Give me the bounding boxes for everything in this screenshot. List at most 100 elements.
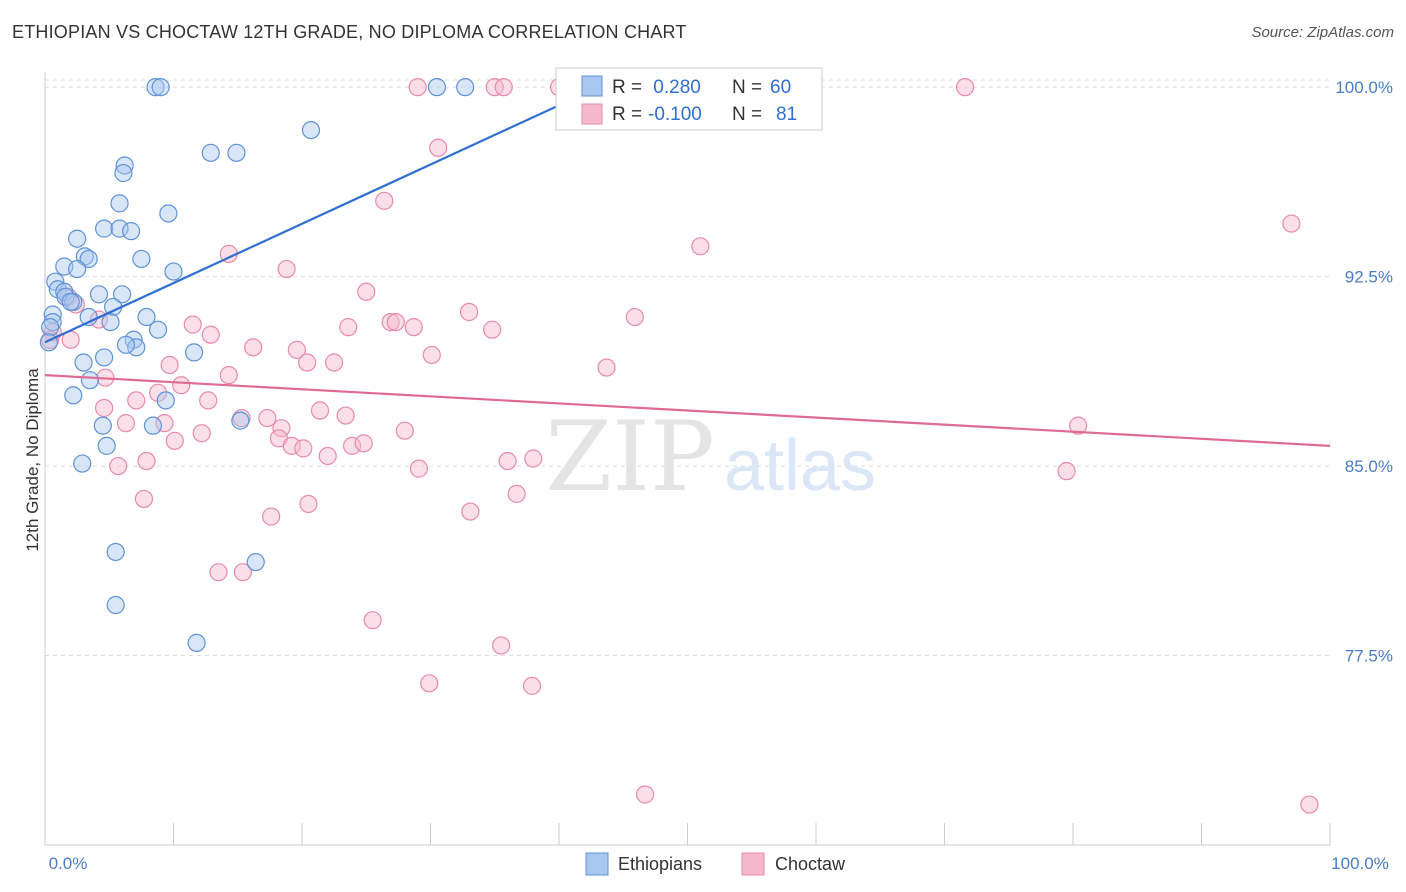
- point-choctaw: [404, 318, 423, 337]
- point-choctaw: [375, 191, 394, 210]
- point-ethiopians: [184, 343, 204, 362]
- point-ethiopians: [143, 416, 163, 435]
- point-choctaw: [494, 78, 513, 97]
- trend-lines: [44, 101, 1331, 447]
- point-choctaw: [95, 398, 114, 418]
- point-ethiopians: [427, 78, 447, 97]
- point-ethiopians: [93, 416, 112, 435]
- point-ethiopians: [187, 633, 206, 653]
- point-choctaw: [155, 414, 174, 433]
- point-choctaw: [386, 312, 405, 332]
- point-ethiopians: [64, 386, 83, 405]
- point-choctaw: [1057, 462, 1076, 481]
- point-ethiopians: [43, 312, 62, 332]
- point-choctaw: [363, 611, 382, 630]
- point-ethiopians: [41, 318, 60, 337]
- point-choctaw: [691, 237, 710, 256]
- point-choctaw: [461, 502, 480, 521]
- series-legend-choctaw: Choctaw: [775, 854, 846, 874]
- point-choctaw: [492, 636, 511, 655]
- legend-n-label-1: N =: [732, 77, 762, 98]
- point-choctaw: [282, 436, 301, 455]
- point-choctaw: [635, 785, 655, 804]
- trend-line-ethiopians: [44, 101, 566, 344]
- point-choctaw: [524, 449, 543, 468]
- stats-legend: R = 0.280 N = 60 R = -0.100 N = 81: [555, 67, 823, 131]
- legend-r-value-1: 0.280: [648, 77, 701, 98]
- point-choctaw: [420, 674, 439, 693]
- point-ethiopians: [110, 219, 129, 238]
- axes: [44, 72, 1331, 846]
- point-choctaw: [116, 414, 136, 433]
- point-ethiopians: [121, 222, 141, 241]
- legend-r-label-2: R =: [612, 104, 642, 125]
- point-ethiopians: [151, 78, 170, 97]
- point-ethiopians: [148, 320, 168, 339]
- chart-title: ETHIOPIAN VS CHOCTAW 12TH GRADE, NO DIPL…: [12, 22, 687, 42]
- point-choctaw: [298, 353, 317, 372]
- point-choctaw: [192, 424, 211, 443]
- y-tick-label: 77.5%: [1345, 647, 1393, 666]
- y-tick-label: 92.5%: [1345, 268, 1393, 287]
- legend-n-value-1: 60: [770, 77, 791, 98]
- point-choctaw: [201, 325, 220, 344]
- point-choctaw: [219, 366, 238, 385]
- legend-n-value-2: 81: [776, 104, 797, 125]
- point-ethiopians: [201, 143, 220, 162]
- point-ethiopians: [137, 307, 156, 327]
- point-choctaw: [277, 259, 296, 279]
- legend-swatch-ethiopians: [581, 75, 603, 97]
- point-choctaw: [310, 401, 330, 420]
- point-ethiopians: [112, 285, 132, 304]
- legend-n-label-2: N =: [732, 104, 762, 125]
- point-ethiopians: [156, 391, 175, 410]
- x-tick-label-max: 100.0%: [1331, 854, 1389, 873]
- point-choctaw: [262, 507, 281, 526]
- series-legend: Ethiopians Choctaw: [585, 852, 846, 876]
- point-choctaw: [1069, 416, 1088, 435]
- point-choctaw: [429, 138, 448, 157]
- point-ethiopians: [114, 163, 133, 183]
- point-ethiopians: [116, 335, 136, 354]
- point-choctaw: [148, 383, 168, 402]
- point-choctaw: [955, 78, 975, 97]
- legend-swatch-choctaw: [581, 103, 603, 125]
- point-choctaw: [127, 391, 146, 410]
- point-ethiopians: [68, 259, 87, 279]
- point-choctaw: [137, 451, 156, 471]
- point-choctaw: [299, 494, 318, 514]
- point-choctaw: [357, 282, 376, 301]
- x-tick-label-min: 0.0%: [49, 854, 88, 873]
- point-choctaw: [597, 358, 616, 377]
- point-choctaw: [354, 434, 373, 453]
- point-choctaw: [209, 563, 228, 582]
- point-choctaw: [1282, 214, 1301, 233]
- watermark-atlas: atlas: [724, 426, 876, 506]
- point-ethiopians: [79, 249, 98, 269]
- point-ethiopians: [164, 262, 183, 281]
- point-ethiopians: [101, 312, 120, 332]
- point-ethiopians: [39, 333, 58, 352]
- point-choctaw: [507, 484, 526, 503]
- point-choctaw: [294, 439, 313, 458]
- y-tick-label: 100.0%: [1335, 78, 1393, 97]
- point-choctaw: [408, 78, 427, 97]
- point-ethiopians: [110, 194, 129, 213]
- point-ethiopians: [456, 78, 475, 97]
- data-points: [39, 78, 1319, 814]
- point-choctaw: [66, 295, 85, 314]
- point-choctaw: [287, 340, 306, 359]
- point-ethiopians: [231, 411, 250, 430]
- point-ethiopians: [68, 229, 87, 248]
- series-legend-swatch-ethiopians: [585, 852, 609, 876]
- point-choctaw: [522, 676, 542, 695]
- trend-line-choctaw: [44, 374, 1331, 447]
- point-ethiopians: [80, 371, 100, 390]
- point-choctaw: [244, 338, 263, 357]
- point-choctaw: [109, 456, 128, 476]
- point-ethiopians: [146, 78, 165, 97]
- point-choctaw: [325, 353, 344, 372]
- point-choctaw: [160, 355, 179, 375]
- point-ethiopians: [106, 542, 125, 562]
- source-label: Source: ZipAtlas.com: [1251, 24, 1394, 41]
